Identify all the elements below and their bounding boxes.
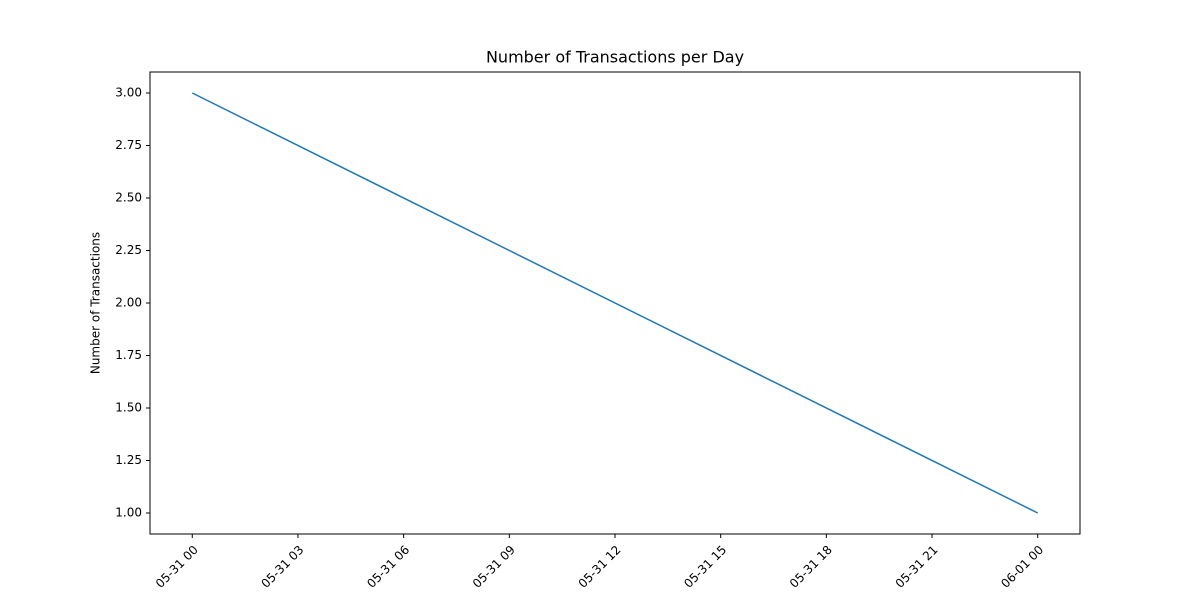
chart-title: Number of Transactions per Day (486, 48, 744, 67)
y-tick-label: 2.25 (115, 243, 142, 257)
line (191, 92, 1039, 514)
y-tick-label: 1.25 (115, 453, 142, 467)
y-tick-label: 2.75 (115, 138, 142, 152)
y-tick-label: 3.00 (115, 86, 142, 100)
y-tick-label: 2.00 (115, 296, 142, 310)
plot-frame (149, 71, 1081, 535)
y-tick-label: 1.00 (115, 506, 142, 520)
y-axis-label: Number of Transactions (89, 232, 103, 374)
y-tick-label: 1.75 (115, 348, 142, 362)
y-tick-label: 1.50 (115, 401, 142, 415)
y-tick-label: 2.50 (115, 191, 142, 205)
